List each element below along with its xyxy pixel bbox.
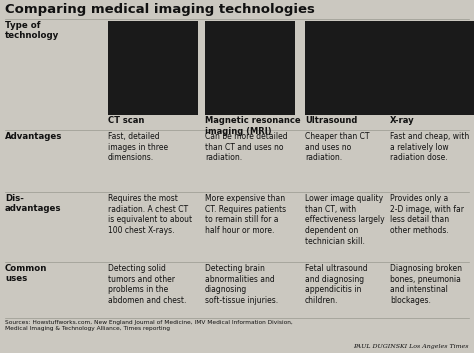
- Text: More expensive than
CT. Requires patients
to remain still for a
half hour or mor: More expensive than CT. Requires patient…: [205, 194, 286, 235]
- Text: Can be more detailed
than CT and uses no
radiation.: Can be more detailed than CT and uses no…: [205, 132, 288, 162]
- Text: Sources: Howstuffworks.com, New England Journal of Medicine, IMV Medical Informa: Sources: Howstuffworks.com, New England …: [5, 320, 293, 331]
- Text: Lower image quality
than CT, with
effectiveness largely
dependent on
technician : Lower image quality than CT, with effect…: [305, 194, 384, 246]
- Text: PAUL DUGINSKI Los Angeles Times: PAUL DUGINSKI Los Angeles Times: [354, 344, 469, 349]
- Text: Advantages: Advantages: [5, 132, 63, 141]
- Text: Dis-
advantages: Dis- advantages: [5, 194, 62, 214]
- Text: Common
uses: Common uses: [5, 264, 47, 283]
- Text: Requires the most
radiation. A chest CT
is equivalent to about
100 chest X-rays.: Requires the most radiation. A chest CT …: [108, 194, 192, 235]
- Text: Fast, detailed
images in three
dimensions.: Fast, detailed images in three dimension…: [108, 132, 168, 162]
- Text: Magnetic resonance
imaging (MRI): Magnetic resonance imaging (MRI): [205, 116, 301, 136]
- FancyBboxPatch shape: [205, 21, 295, 115]
- FancyBboxPatch shape: [390, 21, 474, 115]
- Text: Detecting solid
tumors and other
problems in the
abdomen and chest.: Detecting solid tumors and other problem…: [108, 264, 186, 305]
- FancyBboxPatch shape: [108, 21, 198, 115]
- Text: Ultrasound: Ultrasound: [305, 116, 357, 125]
- Text: Comparing medical imaging technologies: Comparing medical imaging technologies: [5, 3, 315, 16]
- Text: Cheaper than CT
and uses no
radiation.: Cheaper than CT and uses no radiation.: [305, 132, 370, 162]
- Text: X-ray: X-ray: [390, 116, 415, 125]
- Text: Fetal ultrasound
and diagnosing
appendicitis in
children.: Fetal ultrasound and diagnosing appendic…: [305, 264, 368, 305]
- FancyBboxPatch shape: [305, 21, 395, 115]
- Text: CT scan: CT scan: [108, 116, 145, 125]
- Text: Diagnosing broken
bones, pneumonia
and intenstinal
blockages.: Diagnosing broken bones, pneumonia and i…: [390, 264, 462, 305]
- Text: Type of
technology: Type of technology: [5, 21, 59, 40]
- Text: Provides only a
2-D image, with far
less detail than
other methods.: Provides only a 2-D image, with far less…: [390, 194, 464, 235]
- Text: Detecting brain
abnormalities and
diagnosing
soft-tissue injuries.: Detecting brain abnormalities and diagno…: [205, 264, 278, 305]
- Text: Fast and cheap, with
a relatively low
radiation dose.: Fast and cheap, with a relatively low ra…: [390, 132, 469, 162]
